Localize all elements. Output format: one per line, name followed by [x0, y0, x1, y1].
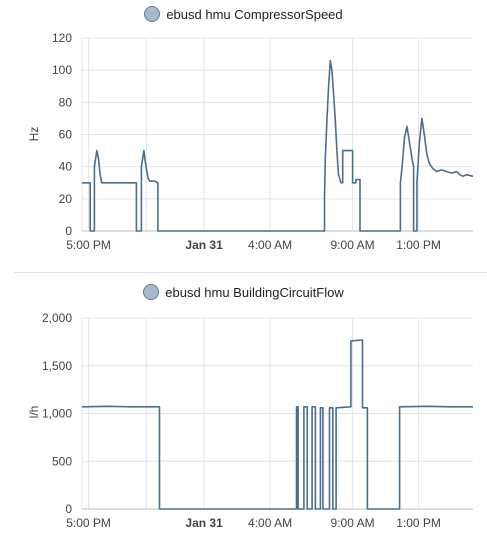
y-tick-label: 2,000 [42, 311, 72, 325]
legend-label: ebusd hmu CompressorSpeed [166, 7, 343, 22]
y-axis-label: Hz [27, 127, 41, 142]
x-tick-label: 1:00 PM [396, 516, 441, 530]
y-tick-label: 100 [52, 63, 72, 77]
y-tick-label: 0 [65, 224, 72, 238]
chart-plot: 0 20 40 60 80 100 120 5:00 PM Jan 31 4:00 AM 9:00 … [27, 31, 474, 252]
x-tick-label: 9:00 AM [331, 516, 375, 530]
x-tick-label: Jan 31 [185, 516, 223, 530]
x-tick-label: 9:00 AM [331, 238, 375, 252]
compressor-speed-chart: ebusd hmu CompressorSpeed 0 20 40 60 80 100 12… [0, 0, 487, 270]
y-tick-label: 120 [52, 31, 72, 45]
x-tick-label: 1:00 PM [396, 238, 441, 252]
chart-divider [14, 272, 487, 273]
chart-plot: 0 500 1,000 1,500 2,000 5:00 PM Jan 31 4:00 AM 9… [27, 311, 473, 530]
y-tick-label: 80 [59, 95, 73, 109]
x-tick-label: 5:00 PM [66, 516, 111, 530]
x-tick-label: Jan 31 [185, 238, 223, 252]
legend-label: ebusd hmu BuildingCircuitFlow [165, 285, 344, 300]
x-tick-label: 4:00 AM [248, 238, 292, 252]
y-tick-label: 20 [59, 192, 73, 206]
x-tick-label: 5:00 PM [66, 238, 111, 252]
building-circuit-flow-chart: ebusd hmu BuildingCircuitFlow 0 500 1,000 1… [0, 278, 487, 545]
series-line[interactable] [81, 339, 473, 510]
y-tick-label: 40 [59, 160, 73, 174]
y-tick-label: 1,000 [42, 407, 72, 421]
series-line[interactable] [82, 59, 474, 232]
legend-swatch-icon [143, 284, 160, 300]
y-tick-label: 0 [65, 502, 72, 516]
y-axis-label: l/h [27, 406, 41, 419]
y-tick-label: 500 [52, 454, 72, 468]
legend[interactable]: ebusd hmu CompressorSpeed [0, 6, 487, 22]
legend[interactable]: ebusd hmu BuildingCircuitFlow [0, 284, 487, 300]
legend-swatch-icon [144, 6, 161, 22]
y-tick-label: 1,500 [42, 359, 72, 373]
x-tick-label: 4:00 AM [248, 516, 292, 530]
y-tick-label: 60 [59, 128, 73, 142]
